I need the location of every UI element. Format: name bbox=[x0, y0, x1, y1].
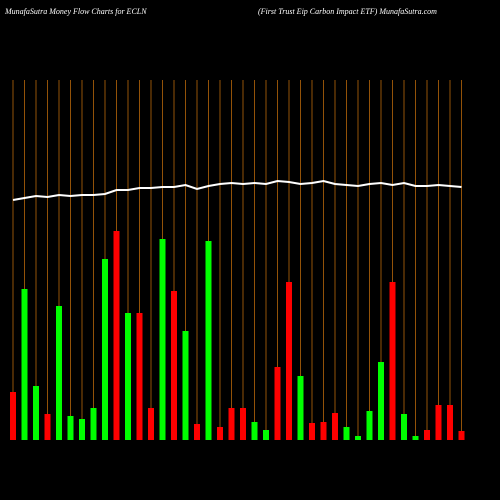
bar bbox=[67, 416, 74, 440]
bar bbox=[458, 431, 465, 440]
bar bbox=[125, 313, 131, 440]
bar bbox=[148, 408, 154, 440]
chart-title: MunafaSutra Money Flow Charts for ECLN bbox=[4, 7, 147, 16]
bar bbox=[113, 231, 120, 440]
bar bbox=[217, 427, 223, 440]
bar bbox=[412, 436, 419, 440]
money-flow-line bbox=[12, 179, 462, 201]
bar bbox=[21, 289, 28, 440]
bar bbox=[79, 419, 85, 440]
bar bbox=[343, 427, 350, 440]
bar bbox=[332, 413, 338, 440]
bar bbox=[366, 411, 373, 440]
bar bbox=[182, 331, 189, 440]
bar bbox=[389, 282, 396, 440]
bar bbox=[447, 405, 453, 440]
bar bbox=[355, 436, 361, 440]
bar bbox=[136, 313, 143, 440]
bar bbox=[171, 291, 177, 440]
bar bbox=[205, 241, 212, 440]
bar bbox=[274, 367, 281, 440]
bar bbox=[401, 414, 407, 440]
bar bbox=[102, 259, 108, 440]
chart-subtitle: (First Trust Eip Carbon Impact ETF) Muna… bbox=[258, 7, 437, 16]
bar bbox=[320, 422, 327, 440]
bar bbox=[424, 430, 430, 440]
bar bbox=[378, 362, 384, 440]
bar bbox=[263, 430, 269, 440]
bar bbox=[90, 408, 97, 440]
bar bbox=[286, 282, 292, 440]
bar bbox=[10, 392, 16, 440]
bar bbox=[251, 422, 258, 440]
bar bbox=[194, 424, 200, 440]
bar bbox=[33, 386, 39, 440]
bar bbox=[297, 376, 304, 440]
bar bbox=[56, 306, 62, 440]
bar bbox=[44, 414, 51, 440]
bar bbox=[435, 405, 442, 440]
bar bbox=[240, 408, 246, 440]
bar bbox=[228, 408, 235, 440]
bar bbox=[309, 423, 315, 440]
bar bbox=[159, 239, 166, 440]
